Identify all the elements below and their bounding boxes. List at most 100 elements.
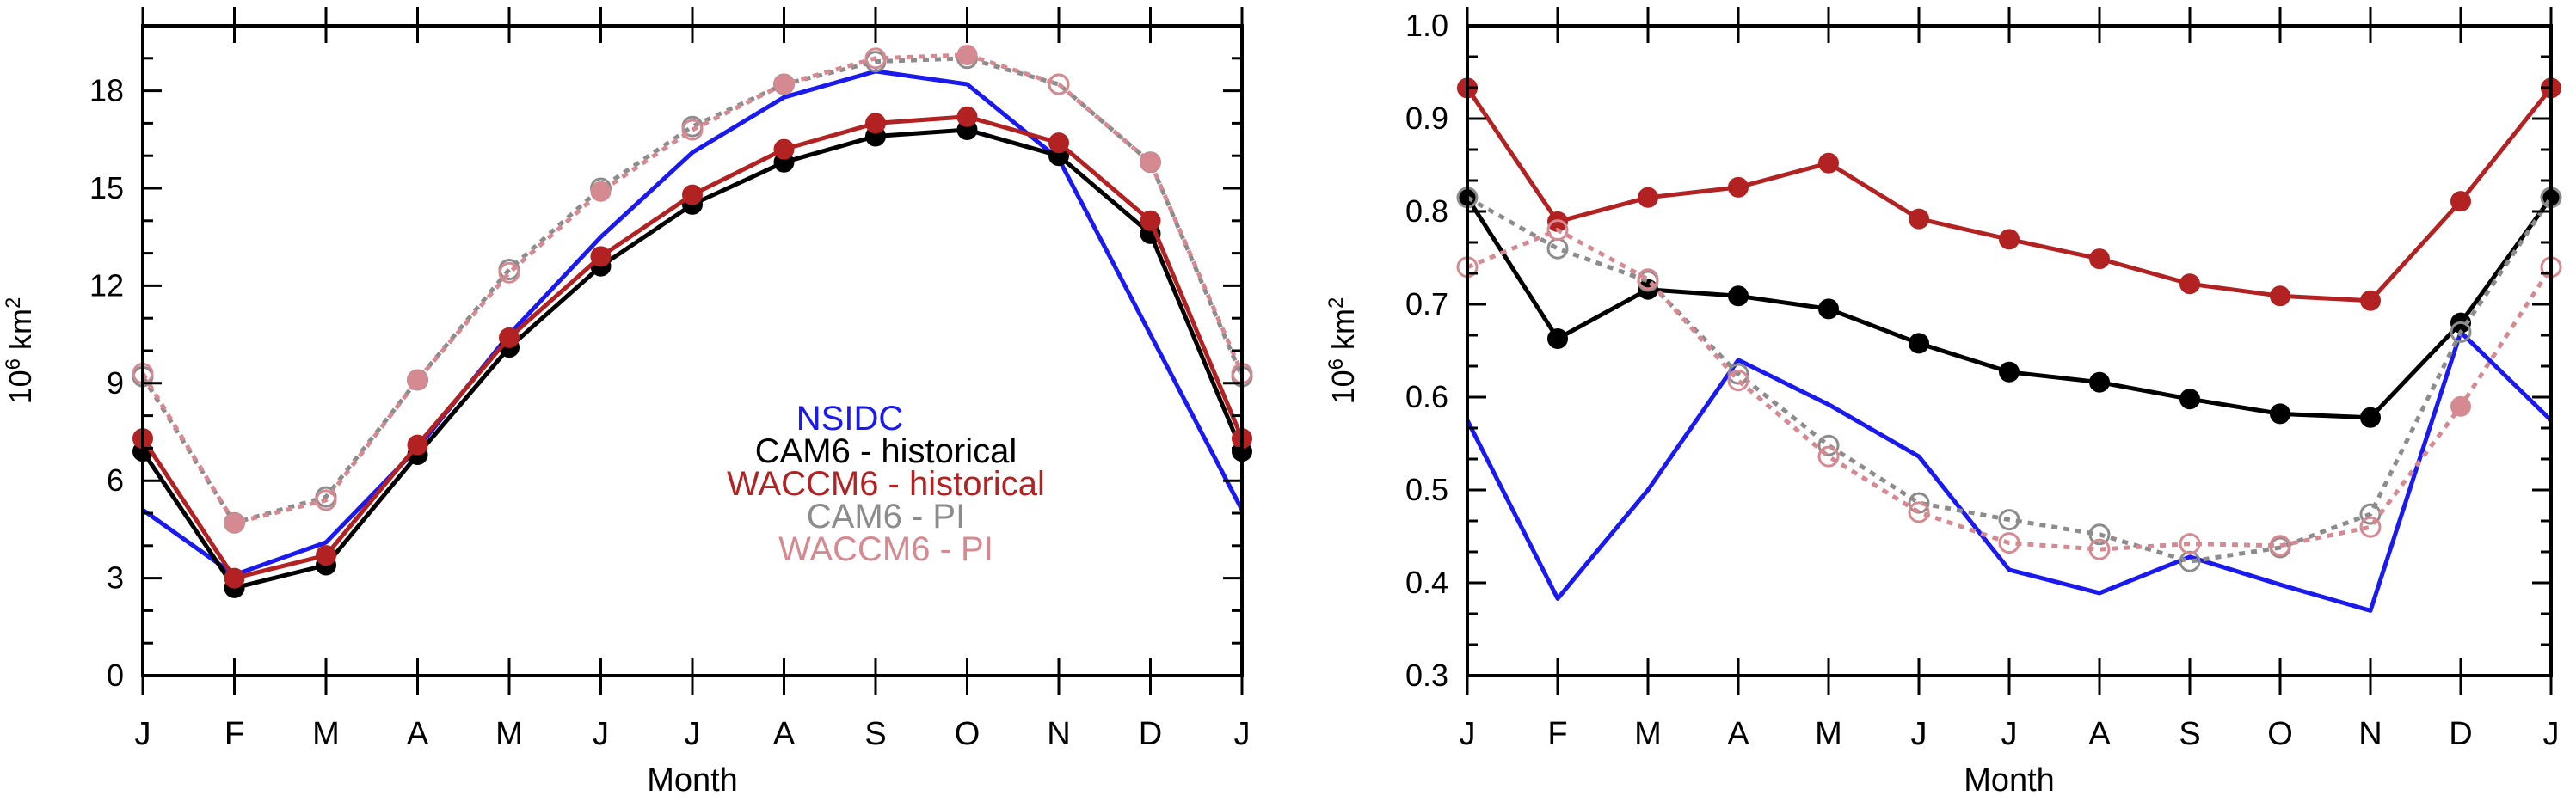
x-tick-label: J — [2001, 716, 2018, 752]
legend-entry-cam6-historical: CAM6 - historical — [755, 432, 1017, 470]
data-point-waccm6_pi — [1637, 268, 1659, 291]
y-tick-label: 0.9 — [1405, 101, 1448, 136]
data-point-waccm6_pi — [224, 512, 245, 534]
chart-panel-left: 0 3 6 9 12 15 18 J F M A M J J A S O N D J 106 km2 Month NS… — [2, 7, 1253, 799]
y-tick-label: 18 — [89, 73, 124, 108]
x-tick-label: S — [2179, 716, 2200, 752]
data-point-waccm6_hist — [499, 327, 520, 348]
y-tick-label: 0.7 — [1405, 286, 1448, 321]
data-point-waccm6_hist — [224, 567, 245, 589]
y-tick-label: 12 — [89, 267, 124, 303]
data-point-waccm6_pi — [864, 47, 887, 70]
y-tick-label: 0.6 — [1405, 379, 1448, 414]
data-point-waccm6_hist — [1048, 132, 1069, 154]
series-line-cam6_pi — [1466, 195, 2554, 564]
data-point-cam6_pi — [1727, 363, 1749, 385]
data-point-waccm6_hist — [1728, 176, 1749, 198]
legend-entry-nsidc: NSIDC — [796, 400, 903, 438]
x-tick-label: A — [773, 716, 796, 752]
data-point-cam6_hist — [1818, 298, 1839, 320]
data-point-waccm6_pi — [1140, 151, 1161, 173]
data-point-waccm6_pi — [590, 181, 612, 202]
x-tick-label: F — [1547, 716, 1567, 752]
legend: NSIDC CAM6 - historical WACCM6 - histori… — [727, 400, 1045, 568]
x-tick-label: O — [955, 716, 981, 752]
data-point-cam6_pi — [2450, 321, 2472, 343]
x-tick-label: O — [2267, 716, 2293, 752]
x-tick-label: N — [2358, 716, 2382, 752]
data-point-cam6_hist — [2360, 407, 2381, 428]
chart-panel-right: 0.3 0.4 0.5 0.6 0.7 0.8 0.9 1.0 J F M A M J J A S O N D J 10… — [1325, 7, 2562, 799]
data-point-cam6_hist — [2179, 389, 2200, 410]
data-point-cam6_hist — [2089, 371, 2110, 393]
data-point-waccm6_pi — [1546, 219, 1569, 242]
plot-area-right — [1456, 77, 2562, 613]
y-tick-label: 15 — [89, 170, 124, 205]
y-axis-label-right: 106 km2 — [1325, 297, 1362, 405]
x-tick-label: M — [312, 716, 340, 752]
data-point-cam6_hist — [2270, 403, 2290, 425]
data-point-waccm6_pi — [2450, 395, 2471, 417]
x-axis-label-right: Month — [1964, 762, 2055, 799]
data-point-waccm6_hist — [2179, 273, 2200, 295]
x-tick-label: J — [1911, 716, 1927, 752]
y-tick-label: 0.5 — [1405, 472, 1448, 507]
data-point-waccm6_pi — [681, 119, 704, 141]
x-tick-label: M — [1634, 716, 1662, 752]
data-point-cam6_hist — [1909, 333, 1929, 354]
data-point-waccm6_hist — [2360, 290, 2381, 311]
data-point-waccm6_hist — [407, 434, 428, 456]
data-point-waccm6_hist — [590, 246, 612, 267]
data-point-waccm6_hist — [2450, 191, 2471, 212]
x-tick-label: D — [1139, 716, 1162, 752]
data-point-waccm6_pi — [1817, 445, 1840, 468]
y-tick-label: 0.8 — [1405, 193, 1448, 229]
data-point-waccm6_hist — [1818, 152, 1839, 174]
data-point-waccm6_pi — [2359, 516, 2382, 538]
x-tick-label: M — [1815, 716, 1842, 752]
data-point-waccm6_hist — [1909, 208, 1929, 230]
y-tick-label: 6 — [107, 462, 124, 498]
data-point-cam6_pi — [2359, 503, 2382, 525]
y-tick-label: 3 — [107, 560, 124, 596]
data-point-waccm6_pi — [315, 489, 337, 511]
series-line-waccm6_pi — [1466, 228, 2554, 552]
data-point-waccm6_pi — [1908, 501, 1930, 523]
data-point-waccm6_pi — [407, 370, 428, 390]
plot-area-left — [132, 45, 1253, 598]
x-tick-label: A — [1727, 716, 1749, 752]
legend-entry-waccm6-historical: WACCM6 - historical — [727, 465, 1045, 503]
data-point-waccm6_hist — [1140, 210, 1161, 231]
y-tick-label: 0.4 — [1405, 565, 1448, 600]
x-tick-label: A — [407, 716, 429, 752]
data-point-waccm6_pi — [773, 74, 795, 95]
data-point-waccm6_hist — [316, 545, 336, 566]
data-point-waccm6_pi — [2179, 533, 2201, 555]
x-tick-label: J — [2543, 716, 2560, 752]
x-tick-label: M — [495, 716, 523, 752]
x-tick-label: J — [1234, 716, 1251, 752]
y-axis-label-left: 106 km2 — [2, 297, 39, 405]
data-point-waccm6_pi — [1998, 532, 2020, 554]
data-point-waccm6_hist — [956, 106, 978, 127]
y-tick-label: 0 — [107, 658, 124, 693]
data-point-cam6_hist — [1728, 285, 1749, 307]
axes-left: 0 3 6 9 12 15 18 J F M A M J J A S O N D J — [89, 7, 1251, 752]
x-tick-label: S — [864, 716, 886, 752]
data-point-waccm6_hist — [682, 184, 703, 205]
x-tick-label: J — [1460, 716, 1476, 752]
data-point-waccm6_pi — [2269, 535, 2291, 557]
y-tick-label: 9 — [107, 365, 124, 401]
data-point-waccm6_pi — [498, 261, 520, 284]
y-tick-label: 1.0 — [1405, 8, 1448, 43]
data-point-waccm6_hist — [865, 113, 886, 134]
data-point-waccm6_pi — [1048, 73, 1070, 95]
data-point-waccm6_pi — [1727, 370, 1749, 392]
data-point-waccm6_hist — [773, 138, 795, 160]
data-point-cam6_pi — [1908, 492, 1930, 514]
x-tick-label: J — [135, 716, 151, 752]
data-point-cam6_pi — [1817, 434, 1840, 456]
data-point-waccm6_hist — [1638, 187, 1658, 208]
data-point-waccm6_pi — [2088, 538, 2111, 560]
